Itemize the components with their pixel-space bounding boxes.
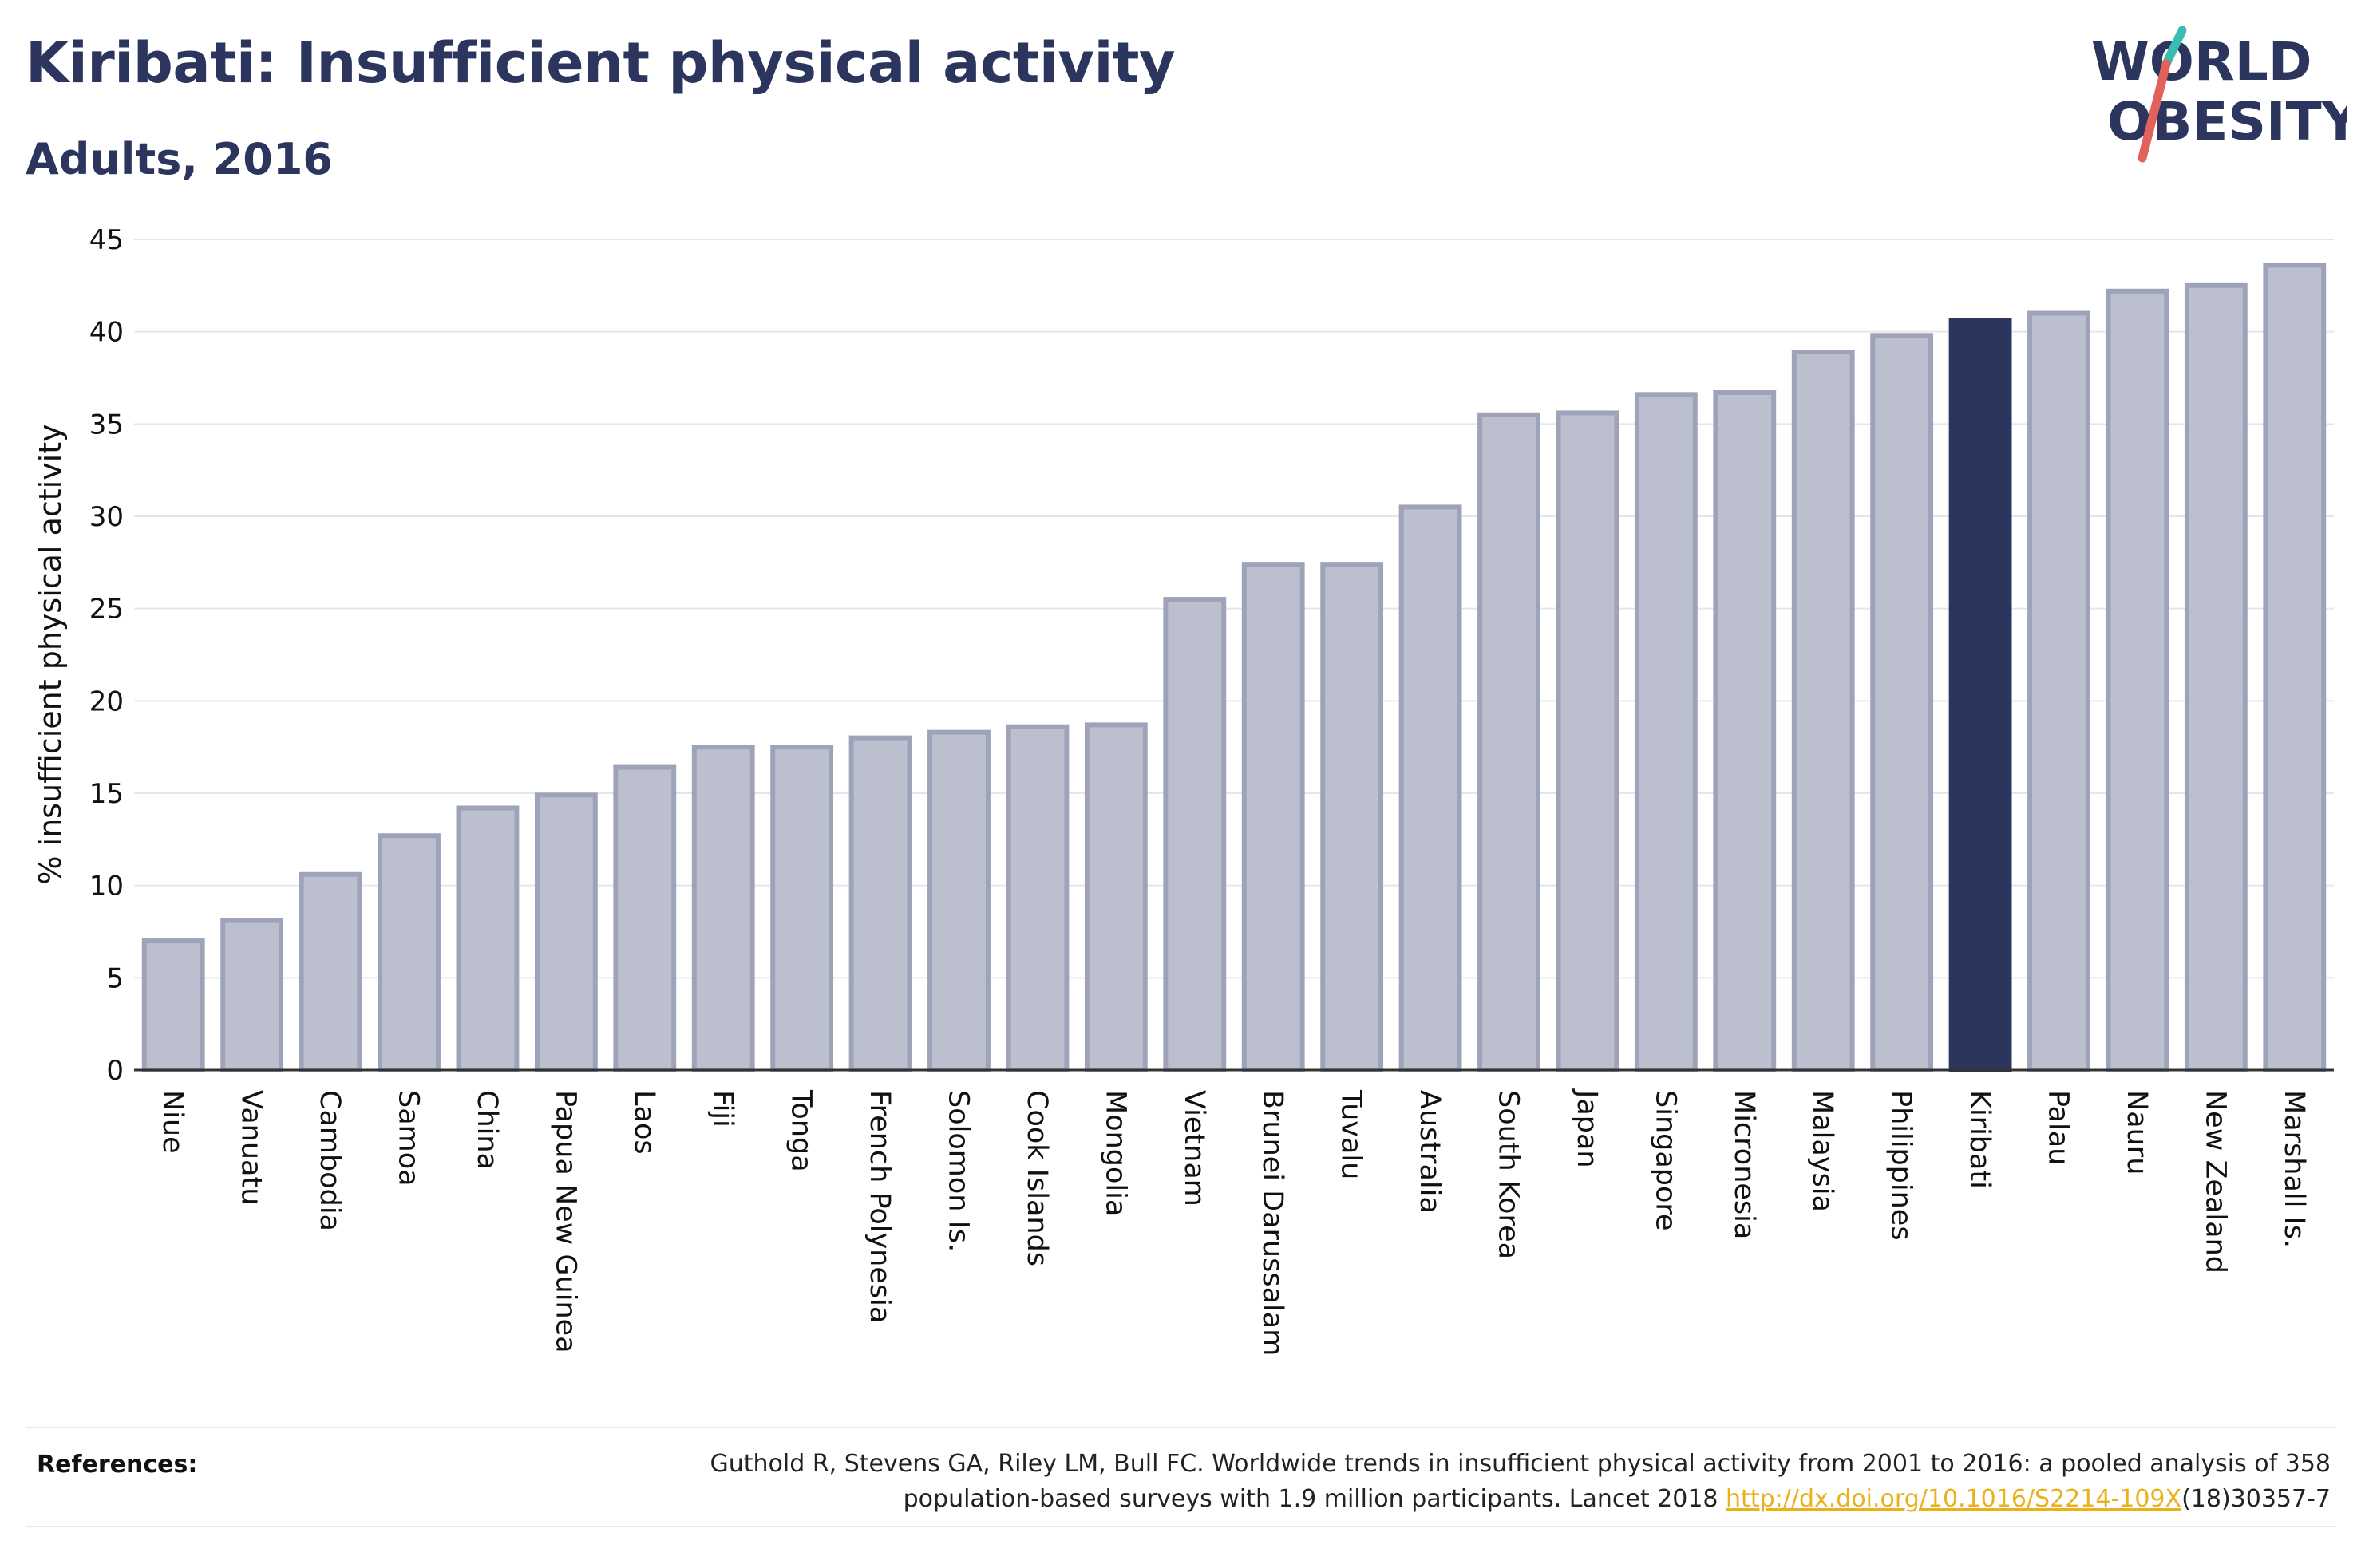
bar-papua-new-guinea bbox=[534, 792, 598, 1073]
bar-malaysia bbox=[1791, 350, 1855, 1072]
x-tick-label: Vanuatu bbox=[235, 1090, 267, 1205]
y-tick-label: 35 bbox=[89, 409, 124, 440]
y-tick-label: 15 bbox=[89, 778, 124, 810]
x-tick-label: Marshall Is. bbox=[2278, 1090, 2310, 1248]
bar-vietnam bbox=[1163, 597, 1227, 1072]
bar-singapore bbox=[1634, 392, 1698, 1072]
x-tick-label: Micronesia bbox=[1728, 1090, 1760, 1239]
x-tick-label: Fiji bbox=[706, 1090, 738, 1128]
x-tick-label: China bbox=[471, 1090, 503, 1170]
references-text: Guthold R, Stevens GA, Riley LM, Bull FC… bbox=[575, 1447, 2331, 1517]
references-doi-link[interactable]: http://dx.doi.org/10.1016/S2214-109X bbox=[1726, 1485, 2182, 1513]
x-tick-label: Nauru bbox=[2121, 1090, 2153, 1175]
bar-solomon-is bbox=[927, 729, 991, 1072]
x-tick-label: Vietnam bbox=[1178, 1090, 1210, 1207]
y-tick-label: 5 bbox=[106, 962, 124, 994]
x-tick-label: Brunei Darussalam bbox=[1256, 1090, 1288, 1356]
bar-micronesia bbox=[1713, 390, 1777, 1072]
bar-french-polynesia bbox=[848, 735, 912, 1072]
x-tick-label: Cook Islands bbox=[1021, 1090, 1053, 1266]
bar-samoa bbox=[378, 833, 441, 1072]
y-tick-label: 0 bbox=[106, 1055, 124, 1087]
references-bottom-divider bbox=[26, 1526, 2336, 1527]
bar-laos bbox=[613, 764, 677, 1072]
bar-tonga bbox=[770, 745, 834, 1073]
logo-word-world: WORLD bbox=[2091, 31, 2312, 93]
bar-kiribati bbox=[1948, 318, 2012, 1072]
bar-japan bbox=[1556, 410, 1619, 1072]
y-tick-label: 25 bbox=[89, 594, 124, 626]
references-label: References: bbox=[37, 1451, 198, 1479]
bar-nauru bbox=[2106, 288, 2169, 1073]
y-tick-label: 20 bbox=[89, 685, 124, 717]
bar-marshall-is bbox=[2263, 263, 2327, 1072]
x-tick-label: Niue bbox=[156, 1090, 188, 1154]
chart-title: Kiribati: Insufficient physical activity bbox=[26, 30, 1176, 96]
bar-vanuatu bbox=[220, 918, 284, 1072]
logo-slash-red bbox=[2138, 59, 2171, 163]
x-tick-label: Laos bbox=[628, 1090, 660, 1155]
x-tick-label: Australia bbox=[1414, 1090, 1445, 1214]
x-tick-label: Tuvalu bbox=[1335, 1089, 1367, 1179]
x-tick-label: Japan bbox=[1571, 1088, 1603, 1168]
world-obesity-logo: WORLD OBESITY bbox=[2091, 26, 2347, 163]
chart-subtitle: Adults, 2016 bbox=[26, 134, 333, 184]
bar-fiji bbox=[691, 745, 755, 1073]
x-tick-label: Samoa bbox=[393, 1090, 425, 1187]
references-top-divider bbox=[26, 1427, 2336, 1428]
x-tick-label: Papua New Guinea bbox=[549, 1090, 581, 1353]
bar-australia bbox=[1398, 504, 1462, 1072]
y-axis-label: % insufficient physical activity bbox=[33, 424, 68, 884]
x-tick-label: Tonga bbox=[785, 1089, 817, 1172]
bar-south-korea bbox=[1477, 412, 1540, 1072]
bar-chart: 0 5 10 15 20 25 30 35 40 45 % insufficient physica… bbox=[33, 224, 2334, 1356]
x-tick-label: Mongolia bbox=[1099, 1090, 1131, 1216]
bar-philippines bbox=[1870, 333, 1934, 1072]
x-tick-label: French Polynesia bbox=[864, 1090, 896, 1323]
x-tick-label: Malaysia bbox=[1806, 1090, 1838, 1212]
bar-palau bbox=[2027, 310, 2090, 1072]
x-tick-label: New Zealand bbox=[2199, 1090, 2231, 1274]
bar-niue bbox=[141, 938, 205, 1072]
x-tick-label: Palau bbox=[2043, 1090, 2074, 1165]
x-tick-label: Kiribati bbox=[1964, 1090, 1995, 1189]
bar-cook-islands bbox=[1006, 724, 1070, 1072]
references-line2-post: (18)30357-7 bbox=[2181, 1485, 2331, 1513]
bar-mongolia bbox=[1084, 722, 1148, 1072]
bar-brunei-darussalam bbox=[1241, 562, 1305, 1072]
y-tick-label: 10 bbox=[89, 871, 124, 902]
x-tick-label: South Korea bbox=[1493, 1090, 1525, 1259]
x-tick-label: Singapore bbox=[1649, 1090, 1681, 1231]
y-tick-label: 45 bbox=[89, 224, 124, 256]
bar-new-zealand bbox=[2184, 282, 2248, 1073]
bar-cambodia bbox=[299, 871, 362, 1072]
x-tick-label: Solomon Is. bbox=[943, 1090, 975, 1252]
x-tick-label: Cambodia bbox=[314, 1090, 346, 1231]
references-line2-pre: population-based surveys with 1.9 millio… bbox=[903, 1485, 1726, 1513]
x-tick-label: Philippines bbox=[1885, 1090, 1917, 1241]
references-line1: Guthold R, Stevens GA, Riley LM, Bull FC… bbox=[710, 1450, 2331, 1478]
y-tick-label: 30 bbox=[89, 501, 124, 533]
bar-china bbox=[456, 805, 520, 1072]
bar-tuvalu bbox=[1320, 562, 1384, 1072]
y-tick-label: 40 bbox=[89, 317, 124, 349]
logo-slash-teal bbox=[2161, 26, 2187, 69]
